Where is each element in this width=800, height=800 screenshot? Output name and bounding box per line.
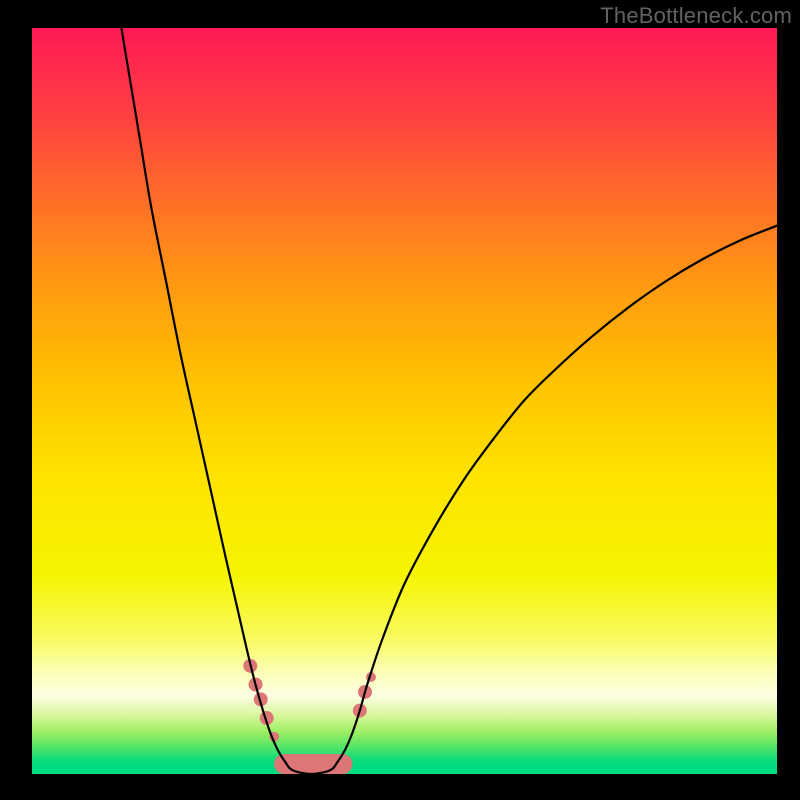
gradient-background [32, 28, 777, 774]
plot-area [32, 28, 777, 774]
plot-svg [32, 28, 777, 774]
watermark-text: TheBottleneck.com [600, 3, 792, 29]
chart-stage: TheBottleneck.com [0, 0, 800, 800]
